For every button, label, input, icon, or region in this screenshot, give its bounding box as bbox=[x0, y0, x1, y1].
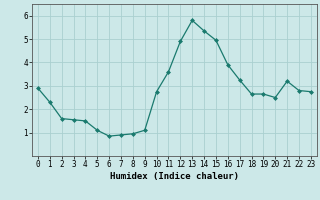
X-axis label: Humidex (Indice chaleur): Humidex (Indice chaleur) bbox=[110, 172, 239, 181]
